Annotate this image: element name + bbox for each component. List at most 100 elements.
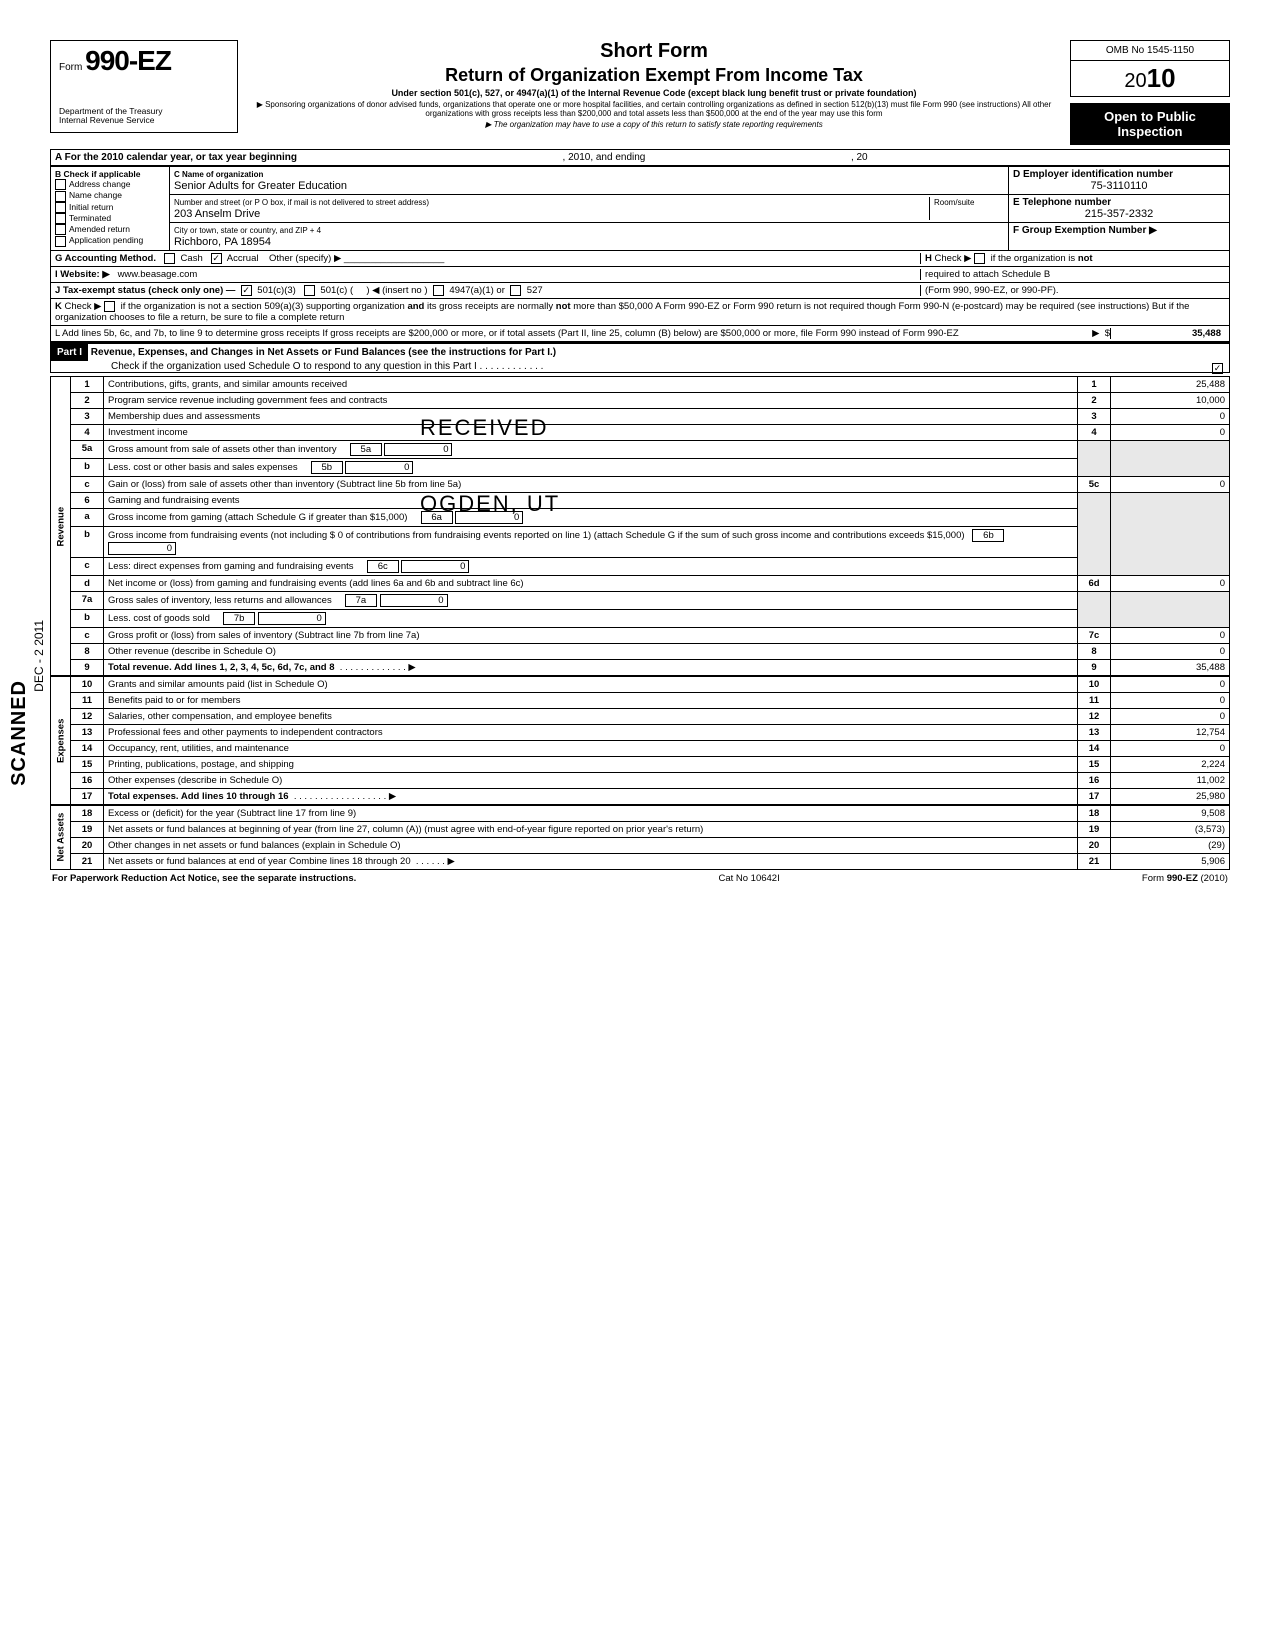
line-11-label: Benefits paid to or for members — [104, 693, 1078, 709]
row-A-mid: , 2010, and ending — [563, 152, 646, 163]
b-item-1: Name change — [69, 190, 122, 200]
form-header: Form 990-EZ Department of the Treasury I… — [50, 40, 1230, 145]
line-6a-label: Gross income from gaming (attach Schedul… — [104, 509, 1078, 527]
side-revenue: Revenue — [51, 377, 71, 677]
part1-check-text: Check if the organization used Schedule … — [51, 361, 477, 372]
col-B: B Check if applicable Address change Nam… — [51, 167, 170, 250]
g-label: G Accounting Method. — [55, 253, 156, 264]
checkbox-cash[interactable] — [164, 253, 175, 264]
side-netassets: Net Assets — [51, 805, 71, 870]
line-15-label: Printing, publications, postage, and shi… — [104, 757, 1078, 773]
line-4-val: 0 — [1111, 425, 1230, 441]
header-note1: ▶ Sponsoring organizations of donor advi… — [254, 100, 1054, 118]
checkbox-accrual[interactable] — [211, 253, 222, 264]
year-prefix: 20 — [1124, 70, 1146, 92]
c-city-label: City or town, state or country, and ZIP … — [174, 226, 321, 235]
line-4-label: Investment income — [104, 425, 1078, 441]
line-1-num: 1 — [71, 377, 104, 393]
line-21-val: 5,906 — [1111, 854, 1230, 870]
f-label: F Group Exemption Number ▶ — [1013, 225, 1157, 236]
l-text: L Add lines 5b, 6c, and 7b, to line 9 to… — [55, 328, 1080, 339]
i-label: I Website: ▶ — [55, 269, 110, 280]
org-name: Senior Adults for Greater Education — [174, 180, 347, 192]
line-14-val: 0 — [1111, 741, 1230, 757]
b-item-5: Application pending — [69, 235, 143, 245]
side-expenses: Expenses — [51, 676, 71, 805]
l-value: 35,488 — [1110, 328, 1225, 339]
footer-mid: Cat No 10642I — [718, 873, 779, 884]
line-9-val: 35,488 — [1111, 660, 1230, 677]
checkbox-app-pending[interactable] — [55, 236, 66, 247]
open-inspection-box: Open to Public Inspection — [1070, 103, 1230, 145]
return-title: Return of Organization Exempt From Incom… — [254, 65, 1054, 86]
checkbox-amended[interactable] — [55, 224, 66, 235]
line-1-box: 1 — [1078, 377, 1111, 393]
ein-value: 75-3110110 — [1013, 180, 1225, 192]
short-form-title: Short Form — [254, 40, 1054, 63]
part1-label: Part I — [51, 344, 88, 361]
line-21-label: Net assets or fund balances at end of ye… — [104, 854, 1078, 870]
right-boxes: OMB No 1545-1150 2010 Open to Public Ins… — [1070, 40, 1230, 145]
line-7c-val: 0 — [1111, 628, 1230, 644]
checkbox-4947[interactable] — [433, 285, 444, 296]
lines-table: Revenue 1 Contributions, gifts, grants, … — [50, 376, 1230, 870]
h-text: H Check ▶ if the organization is not — [925, 253, 1093, 264]
checkbox-name-change[interactable] — [55, 191, 66, 202]
j-501c: 501(c) ( — [320, 285, 353, 296]
b-item-2: Initial return — [69, 202, 113, 212]
checkbox-initial-return[interactable] — [55, 202, 66, 213]
line-7a-label: Gross sales of inventory, less returns a… — [104, 592, 1078, 610]
line-5b-sub: 0 — [345, 461, 413, 474]
line-5a-sub: 0 — [384, 443, 452, 456]
year-box: 2010 — [1070, 61, 1230, 97]
line-19-val: (3,573) — [1111, 822, 1230, 838]
checkbox-address-change[interactable] — [55, 179, 66, 190]
d-label: D Employer identification number — [1013, 169, 1173, 180]
row-L: L Add lines 5b, 6c, and 7b, to line 9 to… — [50, 326, 1230, 342]
subtitle: Under section 501(c), 527, or 4947(a)(1)… — [254, 88, 1054, 98]
scanned-stamp: SCANNED — [8, 680, 31, 786]
line-6d-label: Net income or (loss) from gaming and fun… — [104, 576, 1078, 592]
line-7b-sub: 0 — [258, 612, 326, 625]
f-row: F Group Exemption Number ▶ — [1009, 223, 1229, 238]
line-13-val: 12,754 — [1111, 725, 1230, 741]
footer-left: For Paperwork Reduction Act Notice, see … — [52, 873, 356, 884]
row-I: I Website: ▶ www.beasage.com required to… — [50, 267, 1230, 283]
col-B-label: B Check if applicable — [55, 169, 141, 179]
checkbox-h[interactable] — [974, 253, 985, 264]
line-13-label: Professional fees and other payments to … — [104, 725, 1078, 741]
line-18-val: 9,508 — [1111, 805, 1230, 822]
line-17-label: Total expenses. Add lines 10 through 16 … — [104, 789, 1078, 806]
line-14-label: Occupancy, rent, utilities, and maintena… — [104, 741, 1078, 757]
checkbox-k[interactable] — [104, 301, 115, 312]
line-3-val: 0 — [1111, 409, 1230, 425]
checkbox-527[interactable] — [510, 285, 521, 296]
line-20-val: (29) — [1111, 838, 1230, 854]
g-cash: Cash — [181, 253, 203, 264]
b-item-3: Terminated — [69, 213, 111, 223]
line-11-val: 0 — [1111, 693, 1230, 709]
row-A-end: , 20 — [851, 152, 868, 163]
checkbox-501c[interactable] — [304, 285, 315, 296]
line-12-val: 0 — [1111, 709, 1230, 725]
line-6c-sub: 0 — [401, 560, 469, 573]
line-5b-label: Less. cost or other basis and sales expe… — [104, 459, 1078, 477]
checkbox-terminated[interactable] — [55, 213, 66, 224]
c-addr-row: Number and street (or P O box, if mail i… — [170, 195, 1008, 223]
dept-line2: Internal Revenue Service — [59, 116, 229, 125]
form-number: 990-EZ — [85, 45, 171, 76]
phone-value: 215-357-2332 — [1013, 208, 1225, 220]
e-row: E Telephone number 215-357-2332 — [1009, 195, 1229, 223]
line-9-label: Total revenue. Add lines 1, 2, 3, 4, 5c,… — [104, 660, 1078, 677]
part1-title: Revenue, Expenses, and Changes in Net As… — [91, 347, 556, 358]
c-addr-label: Number and street (or P O box, if mail i… — [174, 198, 429, 207]
k-text: if the organization is not a section 509… — [55, 301, 1189, 323]
line-5c-val: 0 — [1111, 477, 1230, 493]
e-label: E Telephone number — [1013, 197, 1111, 208]
h-cont: required to attach Schedule B — [925, 269, 1050, 280]
checkbox-501c3[interactable] — [241, 285, 252, 296]
c-label: C Name of organization — [174, 170, 263, 179]
dept-treasury: Department of the Treasury Internal Reve… — [59, 107, 229, 126]
line-8-label: Other revenue (describe in Schedule O) — [104, 644, 1078, 660]
year-suffix: 10 — [1147, 63, 1176, 93]
